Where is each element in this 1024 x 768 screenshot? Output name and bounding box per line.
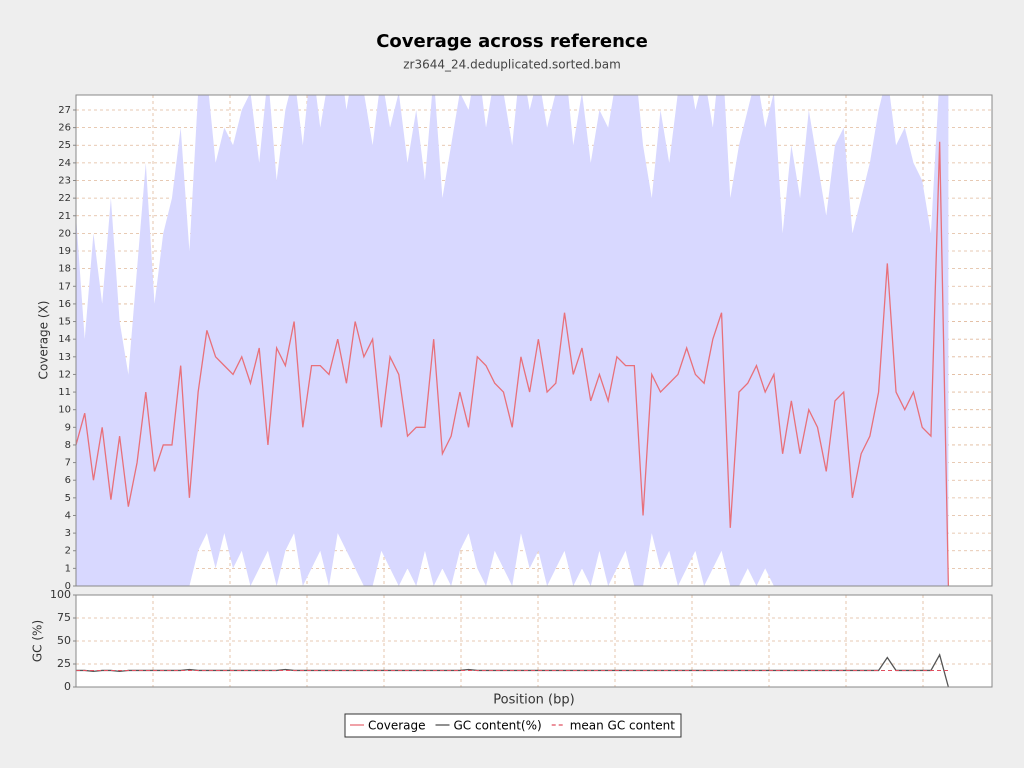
- y-tick-label: 20: [58, 228, 71, 239]
- legend-label: GC content(%): [454, 719, 542, 733]
- chart-title: Coverage across reference: [376, 31, 648, 52]
- y-tick-label: 19: [58, 246, 71, 257]
- y-tick-label: 13: [58, 352, 71, 363]
- y-tick-label: 12: [58, 369, 71, 380]
- y-tick-label: 5: [65, 493, 71, 504]
- y-tick-label: 27: [58, 105, 71, 116]
- y-tick-label: 1: [65, 563, 71, 574]
- y-tick-label: 11: [58, 387, 71, 398]
- y-tick-label: 50: [57, 634, 71, 647]
- y-tick-label: 4: [65, 510, 71, 521]
- y-axis-label: GC (%): [31, 620, 45, 662]
- y-tick-label: 75: [57, 611, 71, 624]
- x-axis-label: Position (bp): [493, 693, 574, 708]
- y-tick-label: 8: [65, 440, 71, 451]
- y-tick-label: 6: [65, 475, 71, 486]
- plot-border: [75, 94, 993, 587]
- y-tick-label: 18: [58, 264, 71, 275]
- series-line: [76, 141, 950, 586]
- legend: [344, 713, 682, 738]
- y-tick-label: 25: [57, 657, 71, 670]
- y-axis-label: Coverage (X): [37, 301, 51, 380]
- y-tick-label: 25: [58, 140, 71, 151]
- y-tick-label: 21: [58, 211, 71, 222]
- y-tick-label: 24: [58, 158, 71, 169]
- y-tick-label: 10: [58, 405, 71, 416]
- legend-label: Coverage: [368, 719, 426, 733]
- y-tick-label: 16: [58, 299, 71, 310]
- y-tick-label: 100: [50, 588, 71, 601]
- plot-content: [76, 95, 992, 586]
- y-tick-label: 17: [58, 281, 71, 292]
- y-tick-label: 15: [58, 317, 71, 328]
- y-tick-label: 14: [58, 334, 71, 345]
- legend-entries: Coverage GC content(%) mean GC content: [350, 719, 675, 733]
- y-tick-label: 2: [65, 546, 71, 557]
- y-tick-label: 0: [65, 581, 71, 592]
- y-tick-label: 3: [65, 528, 71, 539]
- y-tick-label: 22: [58, 193, 71, 204]
- y-tick-label: 23: [58, 176, 71, 187]
- y-tick-label: 7: [65, 458, 71, 469]
- chart-subtitle: zr3644_24.deduplicated.sorted.bam: [403, 58, 621, 72]
- y-tick-label: 9: [65, 422, 71, 433]
- y-tick-label: 0: [64, 680, 71, 693]
- legend-label: mean GC content: [570, 719, 676, 733]
- coverage-band: [76, 95, 949, 586]
- y-tick-label: 26: [58, 123, 71, 134]
